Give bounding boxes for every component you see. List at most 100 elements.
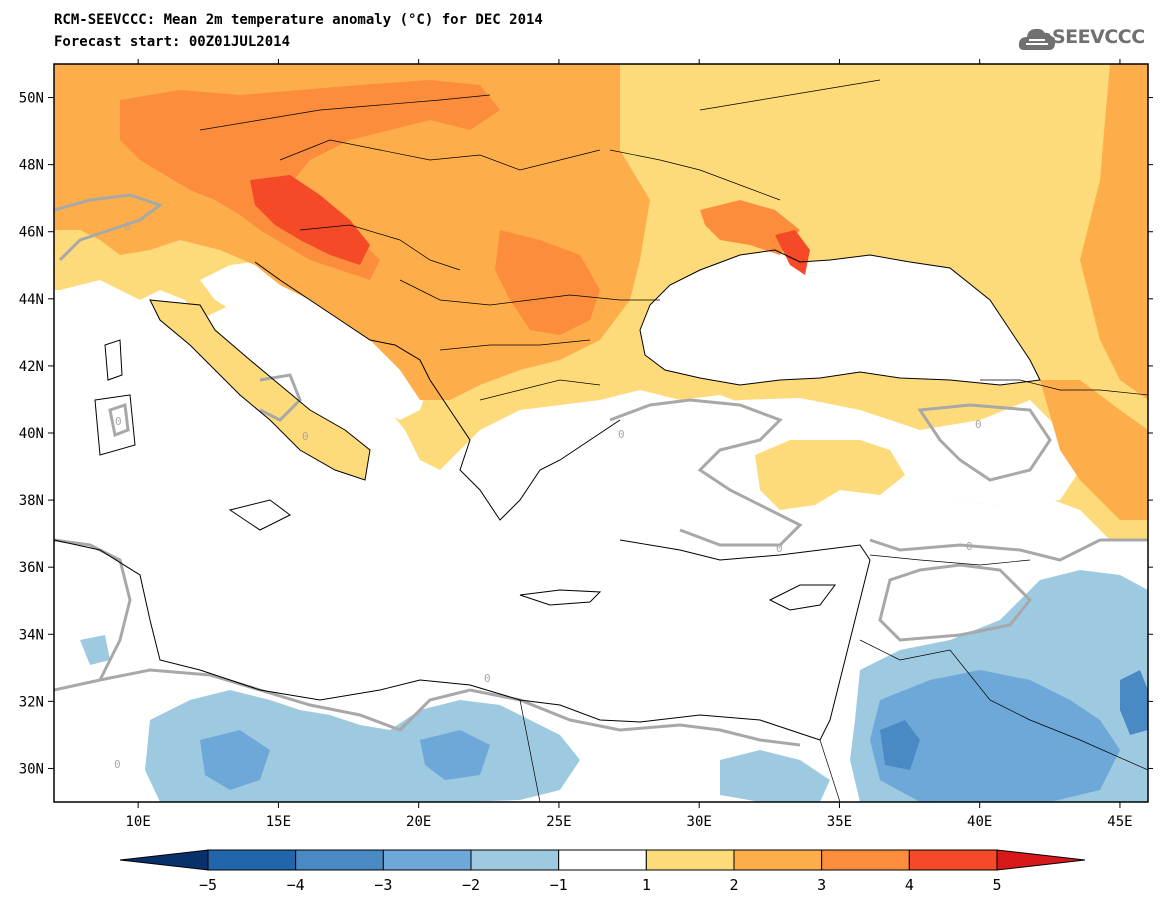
- coast-anatolia-south: [619, 539, 871, 601]
- lat-tick-label: 46N: [19, 225, 44, 241]
- colorbar-box: [558, 849, 647, 871]
- cool-anomaly-libya-2: [200, 730, 270, 790]
- colorbar-box: [207, 849, 297, 871]
- colorbar-box: [908, 849, 998, 871]
- contour-label: 0: [114, 758, 121, 771]
- coast-sardinia: [94, 394, 136, 456]
- warm-anomaly-2-3-caucasus: [1040, 380, 1148, 520]
- coast-italy: [149, 299, 371, 481]
- coast-adriatic-east: [254, 261, 431, 381]
- coast-africa: [54, 539, 821, 741]
- coast-black-sea: [639, 249, 1041, 386]
- lon-tick-label: 20E: [406, 814, 431, 830]
- lat-tick-label: 50N: [19, 91, 44, 107]
- lat-tick-label: 30N: [19, 761, 44, 777]
- zero-contour-anatolia: [609, 398, 803, 547]
- lon-tick-label: 40E: [967, 814, 992, 830]
- forecast-start: Forecast start: 00Z01JUL2014: [54, 34, 291, 50]
- lat-tick-label: 32N: [19, 694, 44, 710]
- cool-anomaly-nafrica-west: [80, 635, 110, 665]
- cool-anomaly-mideast-2: [870, 670, 1120, 802]
- zero-contour-italy: [259, 373, 302, 422]
- cool-anomaly-mideast-4: [1120, 670, 1148, 735]
- coast-levant: [819, 599, 861, 741]
- colorbar-label: 4: [905, 876, 914, 894]
- warm-anomaly-3-4: [120, 80, 500, 280]
- colorbar-label: 5: [992, 876, 1001, 894]
- warm-anomaly-3-4-crimea: [700, 200, 800, 255]
- black-sea: [640, 250, 1040, 385]
- adriatic-sea: [200, 262, 430, 420]
- colorbar-label: −5: [199, 876, 217, 894]
- coast-cyprus: [768, 584, 836, 611]
- coast-sicily: [228, 499, 291, 531]
- zero-contour-sardinia: [108, 402, 130, 438]
- colorbar-box: [470, 849, 560, 871]
- contour-label: 0: [776, 542, 783, 555]
- logo-text: SEEVCCC: [1052, 26, 1145, 48]
- contour-labels: 0 0 0 0 0 0 0 0 0: [114, 220, 982, 771]
- colorbar-upper-extend: [996, 849, 1086, 871]
- lat-tick-label: 34N: [19, 627, 44, 643]
- coast-greece: [429, 379, 621, 521]
- tyrrhenian-sea: [54, 300, 345, 560]
- colorbar-box: [382, 849, 472, 871]
- colorbar-box: [645, 849, 735, 871]
- contour-label: 0: [302, 430, 309, 443]
- anatolia-warm: [755, 440, 905, 510]
- coast-crete: [519, 589, 602, 606]
- colorbar: −5 −4 −3 −2 −1 1 2 3 4 5: [119, 849, 1086, 894]
- coast-corsica: [104, 339, 123, 381]
- colorbar-box: [295, 849, 384, 871]
- cloud-icon: [1018, 28, 1056, 50]
- colorbar-box: [733, 849, 823, 871]
- lat-tick-label: 44N: [19, 292, 44, 308]
- zero-contour-levant: [869, 538, 1148, 562]
- contour-label: 0: [966, 540, 973, 553]
- lat-tick-label: 42N: [19, 359, 44, 375]
- cool-anomaly-mideast-3: [880, 720, 920, 770]
- warm-anomaly-4-5: [250, 175, 370, 265]
- zero-contour-anatolia-east: [917, 403, 1052, 482]
- contour-label: 0: [124, 220, 131, 233]
- cool-anomaly-egypt: [720, 750, 830, 802]
- lon-tick-label: 25E: [546, 814, 571, 830]
- warm-anomaly-4-5-crimea: [775, 230, 810, 275]
- italy-warm: [150, 300, 370, 480]
- map-title: RCM-SEEVCCC: Mean 2m temperature anomaly…: [54, 12, 543, 28]
- axes: 10E 15E 20E 25E 30E 35E 40E 45E 50N 48N 46N 44N 42N 4…: [19, 59, 1153, 830]
- coastlines: [54, 249, 1041, 741]
- lon-tick-label: 15E: [266, 814, 291, 830]
- colorbar-label: 2: [729, 876, 738, 894]
- lat-tick-label: 40N: [19, 426, 44, 442]
- lat-tick-label: 48N: [19, 158, 44, 174]
- contour-label: 0: [618, 428, 625, 441]
- colorbar-label: −2: [462, 876, 480, 894]
- lat-tick-label: 38N: [19, 493, 44, 509]
- colorbar-label: 1: [642, 876, 651, 894]
- lon-tick-label: 35E: [827, 814, 852, 830]
- warm-anomaly-2-3-east: [1080, 64, 1148, 400]
- contour-label: 0: [115, 415, 122, 428]
- warm-anomaly-3-4-balkans: [495, 230, 600, 335]
- colorbar-lower-extend: [119, 849, 209, 871]
- lon-tick-label: 45E: [1107, 814, 1132, 830]
- zero-contour-libya-west: [54, 538, 132, 681]
- lon-tick-label: 10E: [126, 814, 151, 830]
- colorbar-label: −3: [374, 876, 392, 894]
- colorbar-label: −1: [550, 876, 568, 894]
- colorbar-label: 3: [817, 876, 826, 894]
- zero-contour-africa: [54, 668, 801, 747]
- zero-contours: [54, 193, 1148, 747]
- borders: [199, 79, 1148, 802]
- contour-label: 0: [484, 672, 491, 685]
- cool-anomaly-libya-3: [420, 730, 490, 780]
- lat-tick-label: 36N: [19, 560, 44, 576]
- zero-contour-syria: [878, 563, 1033, 642]
- zero-contour-alps: [54, 193, 164, 262]
- colorbar-label: −4: [287, 876, 305, 894]
- colorbar-box: [821, 849, 910, 871]
- contour-label: 0: [975, 418, 982, 431]
- lon-tick-label: 30E: [687, 814, 712, 830]
